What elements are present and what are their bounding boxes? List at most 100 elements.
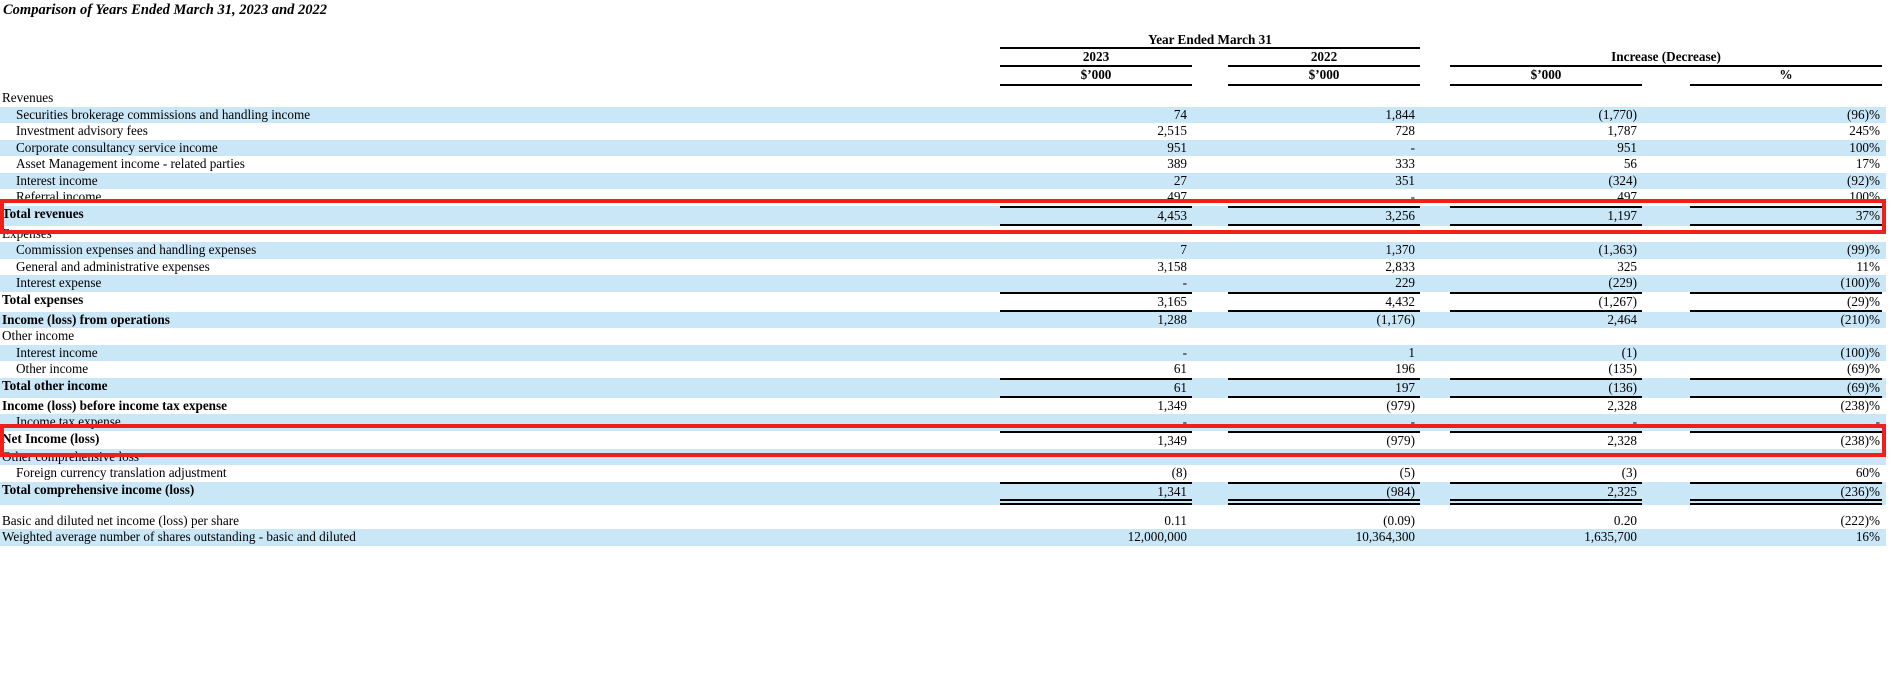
table-row: Weighted average number of shares outsta… bbox=[0, 529, 1886, 546]
table-row: Other income 61 196 (135) (69)% bbox=[0, 361, 1886, 378]
value-2023: 951 bbox=[1167, 139, 1187, 155]
page-title: Comparison of Years Ended March 31, 2023… bbox=[3, 2, 328, 18]
header-label-spacer bbox=[0, 49, 992, 67]
increase-decrease-group-header: Increase (Decrease) bbox=[1450, 49, 1882, 67]
percent-header: % bbox=[1690, 67, 1882, 86]
row-label: Total expenses bbox=[2, 291, 84, 307]
value-increase: - bbox=[1632, 414, 1637, 429]
value-percent: 11% bbox=[1856, 258, 1880, 274]
value-percent: 17% bbox=[1855, 156, 1880, 171]
header-row-years: 2023 2022 Increase (Decrease) bbox=[0, 49, 1886, 67]
value-percent: (99)% bbox=[1847, 242, 1880, 257]
value-percent: 100% bbox=[1849, 189, 1880, 204]
unit-header-2023: $’000 bbox=[1000, 67, 1192, 86]
value-2022: (0.09) bbox=[1383, 512, 1415, 528]
value-2023 bbox=[1000, 226, 1192, 243]
value-percent: 100% bbox=[1849, 139, 1880, 155]
row-label: Income (loss) from operations bbox=[2, 311, 170, 327]
value-2022: (979) bbox=[1386, 397, 1415, 413]
header-label-spacer bbox=[0, 67, 992, 86]
value-2022: 2,833 bbox=[1385, 258, 1415, 274]
table-row: Income tax expense - - - - bbox=[0, 414, 1886, 431]
value-increase: 2,328 bbox=[1450, 430, 1642, 449]
table-row: Commission expenses and handling expense… bbox=[0, 242, 1886, 259]
value-2023: 7 bbox=[1180, 242, 1187, 257]
comparison-table: Year Ended March 31 2023 2022 Increase (… bbox=[0, 32, 1891, 546]
row-label: Interest income bbox=[16, 172, 98, 188]
value-increase: 1,197 bbox=[1450, 205, 1642, 226]
value-2023 bbox=[1000, 90, 1192, 107]
value-percent: 245% bbox=[1849, 123, 1880, 138]
value-2022: (5) bbox=[1399, 465, 1415, 480]
table-row: Interest expense - 229 (229) (100)% bbox=[0, 275, 1886, 292]
header-label-spacer bbox=[0, 32, 992, 49]
row-label: Referral income bbox=[16, 189, 102, 204]
row-label: Corporate consultancy service income bbox=[16, 139, 218, 155]
value-2022: - bbox=[1410, 414, 1415, 429]
row-label: Interest income bbox=[16, 344, 98, 360]
value-2022 bbox=[1228, 90, 1420, 107]
table-row: General and administrative expenses 3,158… bbox=[0, 259, 1886, 276]
row-label: Interest expense bbox=[16, 275, 102, 290]
value-percent: 37% bbox=[1690, 205, 1882, 226]
row-label: Revenues bbox=[2, 90, 54, 105]
row-label: Other comprehensive loss bbox=[2, 448, 139, 464]
value-2022: 333 bbox=[1395, 156, 1415, 171]
row-label: Other income bbox=[16, 361, 89, 376]
table-row: Other income bbox=[0, 328, 1886, 345]
value-2022: 197 bbox=[1228, 377, 1420, 398]
value-2023: - bbox=[1182, 344, 1187, 360]
row-label: Foreign currency translation adjustment bbox=[16, 465, 227, 480]
value-increase bbox=[1450, 328, 1642, 345]
value-2023: 3,165 bbox=[1000, 291, 1192, 312]
value-2022: 1,844 bbox=[1385, 106, 1415, 122]
value-percent bbox=[1690, 90, 1882, 107]
value-increase bbox=[1450, 449, 1642, 466]
value-increase: (1) bbox=[1621, 344, 1637, 360]
value-percent bbox=[1690, 328, 1882, 345]
row-label: Net Income (loss) bbox=[2, 430, 100, 446]
value-percent: (29)% bbox=[1690, 291, 1882, 312]
value-increase: 2,464 bbox=[1607, 311, 1637, 327]
value-increase: 1,635,700 bbox=[1584, 529, 1637, 544]
value-2022 bbox=[1228, 328, 1420, 345]
value-increase: (136) bbox=[1450, 377, 1642, 398]
value-percent: 60% bbox=[1855, 465, 1880, 480]
table-row: Asset Management income - related partie… bbox=[0, 156, 1886, 173]
value-2022: 196 bbox=[1395, 361, 1415, 376]
unit-header-2022: $’000 bbox=[1228, 67, 1420, 86]
table-row: Total comprehensive income (loss) 1,341 (9… bbox=[0, 481, 1886, 505]
value-increase: 0.20 bbox=[1613, 512, 1637, 528]
value-2022 bbox=[1228, 226, 1420, 243]
table-row: Total other income 61 197 (136) (69)% bbox=[0, 377, 1886, 398]
value-increase: (229) bbox=[1608, 275, 1637, 290]
table-row: Securities brokerage commissions and han… bbox=[0, 106, 1886, 123]
row-label: Asset Management income - related partie… bbox=[16, 156, 245, 171]
value-percent bbox=[1690, 449, 1882, 466]
value-percent: (96)% bbox=[1847, 106, 1880, 122]
value-increase: (135) bbox=[1608, 361, 1637, 376]
value-increase: (1,363) bbox=[1598, 242, 1637, 257]
value-increase: 497 bbox=[1617, 189, 1637, 204]
row-label: Income (loss) before income tax expense bbox=[2, 397, 227, 413]
table-row: Income (loss) from operations 1,288 (1,176… bbox=[0, 311, 1886, 328]
value-percent: (69)% bbox=[1847, 361, 1880, 376]
table-row: Total expenses 3,165 4,432 (1,267) (29)% bbox=[0, 291, 1886, 312]
value-2023: 0.11 bbox=[1164, 512, 1187, 528]
row-label: Weighted average number of shares outsta… bbox=[2, 529, 356, 544]
value-2022: (1,176) bbox=[1376, 311, 1415, 327]
value-percent: (69)% bbox=[1690, 377, 1882, 398]
row-label: Securities brokerage commissions and han… bbox=[16, 106, 311, 122]
col-header-2022: 2022 bbox=[1228, 49, 1420, 67]
value-2023: 1,288 bbox=[1157, 311, 1187, 327]
value-percent: 16% bbox=[1855, 529, 1880, 544]
table-row: Interest income 27 351 (324) (92)% bbox=[0, 172, 1886, 189]
value-percent: (238)% bbox=[1690, 430, 1882, 449]
value-2023: 389 bbox=[1167, 156, 1187, 171]
row-label: Total other income bbox=[2, 377, 108, 393]
table-row: Investment advisory fees 2,515 728 1,787 245… bbox=[0, 123, 1886, 140]
value-percent: (238)% bbox=[1840, 397, 1880, 413]
value-increase: 325 bbox=[1617, 258, 1637, 274]
value-2022: - bbox=[1410, 189, 1415, 204]
column-gap bbox=[1192, 67, 1228, 86]
